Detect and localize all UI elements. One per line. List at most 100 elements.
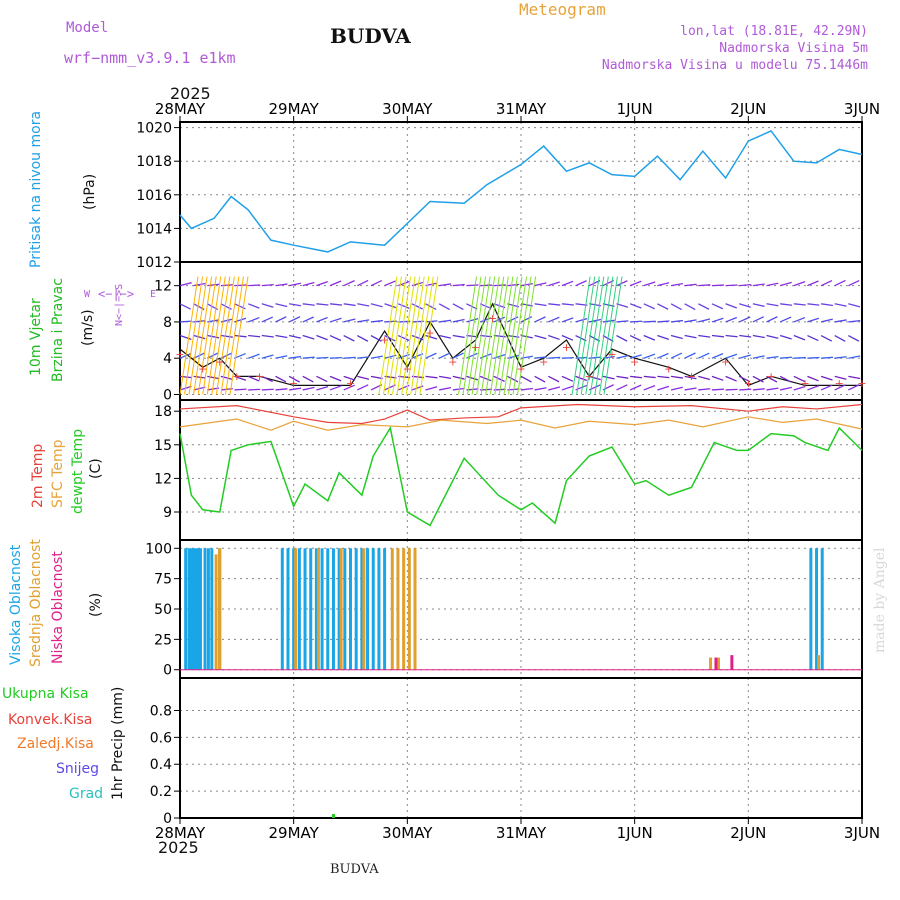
wind-barb bbox=[220, 334, 233, 338]
wind-hatch bbox=[476, 276, 496, 395]
wind-barb bbox=[848, 334, 860, 342]
wind-barb bbox=[302, 316, 314, 323]
wind-hatch bbox=[585, 276, 605, 395]
wind-barb bbox=[302, 334, 315, 340]
cloud-bar bbox=[383, 548, 387, 670]
wind-barb bbox=[725, 388, 738, 391]
wind-barb bbox=[739, 303, 751, 308]
wind-hatch bbox=[211, 276, 231, 395]
wind-barb bbox=[684, 352, 696, 359]
y-tick-label: 0.4 bbox=[150, 757, 172, 773]
wind-barb bbox=[534, 282, 547, 287]
wind-barb bbox=[725, 316, 737, 323]
x-tick-label: 29MAY bbox=[269, 100, 320, 118]
wind-barb bbox=[779, 281, 792, 287]
wind-barb bbox=[670, 375, 684, 379]
wind-barb bbox=[357, 375, 370, 380]
wind-barb bbox=[752, 375, 764, 383]
wind-hatch bbox=[220, 276, 240, 395]
year-bottom: 2025 bbox=[158, 838, 199, 857]
gust-marker: + bbox=[687, 370, 696, 383]
wind-barb bbox=[725, 375, 737, 382]
wind-barb bbox=[480, 284, 493, 287]
wind-barb bbox=[575, 280, 587, 287]
gust-marker: + bbox=[403, 363, 412, 376]
wind-barb bbox=[275, 355, 288, 359]
wind-barb bbox=[302, 303, 315, 306]
y-tick-label: 25 bbox=[154, 632, 172, 648]
wind-barb bbox=[780, 303, 793, 306]
cloud-bar bbox=[709, 657, 713, 670]
gust-marker: + bbox=[835, 377, 844, 390]
y-tick-label: 8 bbox=[163, 315, 172, 331]
wind-barb bbox=[220, 284, 233, 287]
wind-barb bbox=[343, 375, 356, 381]
wind-barb bbox=[643, 375, 656, 379]
y-tick-label: 1014 bbox=[136, 221, 172, 237]
wind-barb bbox=[493, 375, 505, 382]
wind-barb bbox=[275, 375, 287, 383]
wind-barb bbox=[316, 316, 328, 323]
wind-barb bbox=[370, 279, 383, 287]
wind-barb bbox=[657, 375, 670, 379]
wind-barb bbox=[288, 375, 300, 383]
wind-barb bbox=[289, 355, 302, 359]
wind-barb bbox=[670, 319, 684, 323]
wind-barb bbox=[752, 316, 764, 323]
wind-barb bbox=[561, 375, 574, 382]
wind-barb bbox=[247, 375, 260, 382]
wind-hatch bbox=[179, 276, 199, 395]
wind-barb bbox=[561, 280, 574, 287]
wind-barb bbox=[452, 352, 464, 359]
wind-barb bbox=[834, 279, 846, 287]
cloud-bar bbox=[214, 554, 218, 670]
wind-barb bbox=[766, 355, 779, 359]
cloud-bar bbox=[297, 548, 301, 670]
wind-barb bbox=[548, 356, 561, 359]
wind-barb bbox=[684, 375, 697, 380]
wind-hatch bbox=[378, 276, 398, 395]
y-tick-label: 0.8 bbox=[150, 703, 172, 719]
wind-barb bbox=[848, 319, 861, 323]
wind-barb bbox=[698, 334, 711, 338]
wind-barb bbox=[820, 384, 833, 391]
precip-label-snow: Snijeg bbox=[56, 761, 100, 777]
wind-hatch bbox=[457, 276, 477, 395]
wind-hatch bbox=[414, 276, 434, 395]
gust-marker: + bbox=[215, 355, 224, 368]
gust-marker: + bbox=[801, 377, 810, 390]
gust-marker: + bbox=[562, 341, 571, 354]
wind-barb bbox=[779, 316, 792, 323]
wind-speed-series bbox=[179, 302, 862, 387]
wind-barb bbox=[357, 303, 370, 307]
wind-barb bbox=[616, 320, 629, 323]
wind-barb bbox=[698, 388, 711, 391]
cloud-bar bbox=[280, 548, 284, 670]
precip-label-total: Ukupna Kisa bbox=[2, 686, 89, 702]
wind-barb bbox=[234, 388, 247, 391]
cloud-bar bbox=[194, 548, 198, 670]
wind-hatch bbox=[580, 276, 600, 395]
wind-barb bbox=[439, 283, 452, 287]
wind-barb bbox=[739, 283, 752, 287]
wind-barb bbox=[561, 303, 574, 306]
wind-barb bbox=[807, 385, 819, 391]
panel-frame bbox=[179, 121, 863, 263]
wind-barb bbox=[438, 303, 451, 311]
wind-barb bbox=[452, 334, 465, 339]
wind-barb bbox=[752, 303, 765, 308]
wind-barb bbox=[507, 283, 520, 287]
cloud-bar bbox=[343, 548, 347, 670]
wind-hatch bbox=[489, 276, 509, 395]
wind-barb bbox=[834, 384, 846, 391]
wind-barb bbox=[411, 334, 424, 341]
wind-hatch bbox=[405, 276, 425, 395]
gust-marker: + bbox=[857, 377, 866, 390]
wind-barb bbox=[807, 280, 819, 287]
wind-barb bbox=[261, 284, 274, 287]
wind-barb bbox=[466, 352, 478, 359]
cloud-bar bbox=[303, 548, 307, 670]
wind-barb bbox=[439, 319, 452, 323]
wind-barb bbox=[834, 334, 846, 342]
wind-hatch bbox=[517, 276, 537, 395]
